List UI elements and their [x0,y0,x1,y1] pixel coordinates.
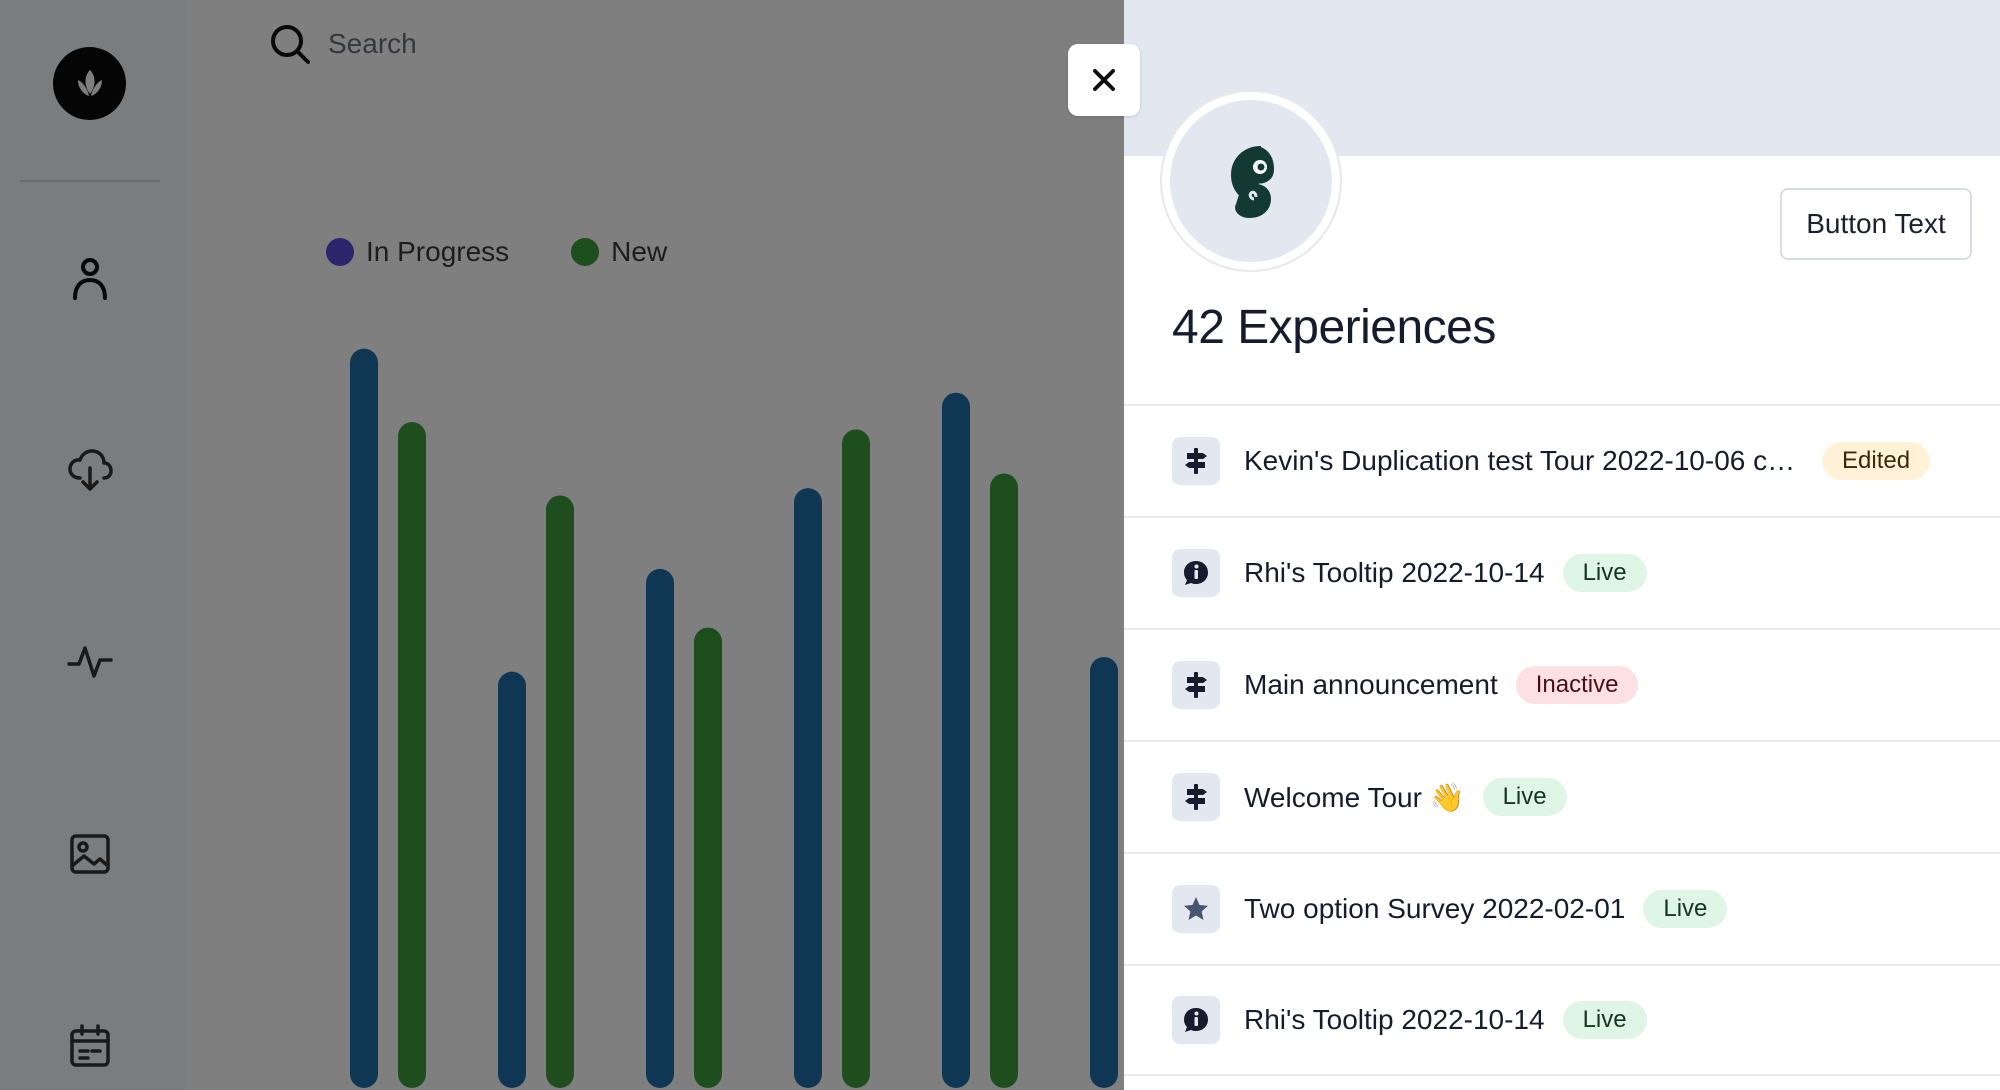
list-item[interactable]: Kevin's Duplication test Tour 2022-10-06… [1124,404,2000,516]
experience-label: Kevin's Duplication test Tour 2022-10-06… [1244,445,1804,476]
status-badge: Inactive [1515,666,1639,704]
info-bubble-icon [1172,549,1220,597]
info-bubble-icon [1172,996,1220,1044]
list-item[interactable]: Main announcement Inactive [1124,628,2000,740]
status-badge: Live [1643,890,1728,928]
status-badge: Edited [1822,442,1931,480]
star-icon [1172,885,1220,933]
experience-label: Two option Survey 2022-02-01 [1244,893,1626,924]
experience-label: Rhi's Tooltip 2022-10-14 [1244,557,1545,588]
chameleon-logo-icon [1230,146,1274,219]
experience-label: Main announcement [1244,669,1498,700]
experience-list: Kevin's Duplication test Tour 2022-10-06… [1124,404,2000,1076]
close-drawer-button[interactable] [1068,44,1140,116]
modal-backdrop[interactable] [0,0,1124,1090]
experience-label: Rhi's Tooltip 2022-10-14 [1244,1004,1545,1035]
status-badge: Live [1482,778,1567,816]
close-icon [1093,69,1115,91]
signpost-icon [1172,437,1220,485]
signpost-icon [1172,661,1220,709]
drawer-action-button[interactable]: Button Text [1780,188,1972,260]
status-badge: Live [1562,554,1647,592]
page-title: 42 Experiences [1172,301,1496,354]
list-item[interactable]: Rhi's Tooltip 2022-10-14 Live [1124,516,2000,628]
list-item[interactable]: Welcome Tour 👋 Live [1124,740,2000,852]
status-badge: Live [1562,1001,1647,1039]
experience-label: Welcome Tour 👋 [1244,781,1465,813]
list-item[interactable]: Two option Survey 2022-02-01 Live [1124,852,2000,964]
signpost-icon [1172,773,1220,821]
list-item[interactable]: Rhi's Tooltip 2022-10-14 Live [1124,964,2000,1076]
avatar [1162,92,1340,270]
